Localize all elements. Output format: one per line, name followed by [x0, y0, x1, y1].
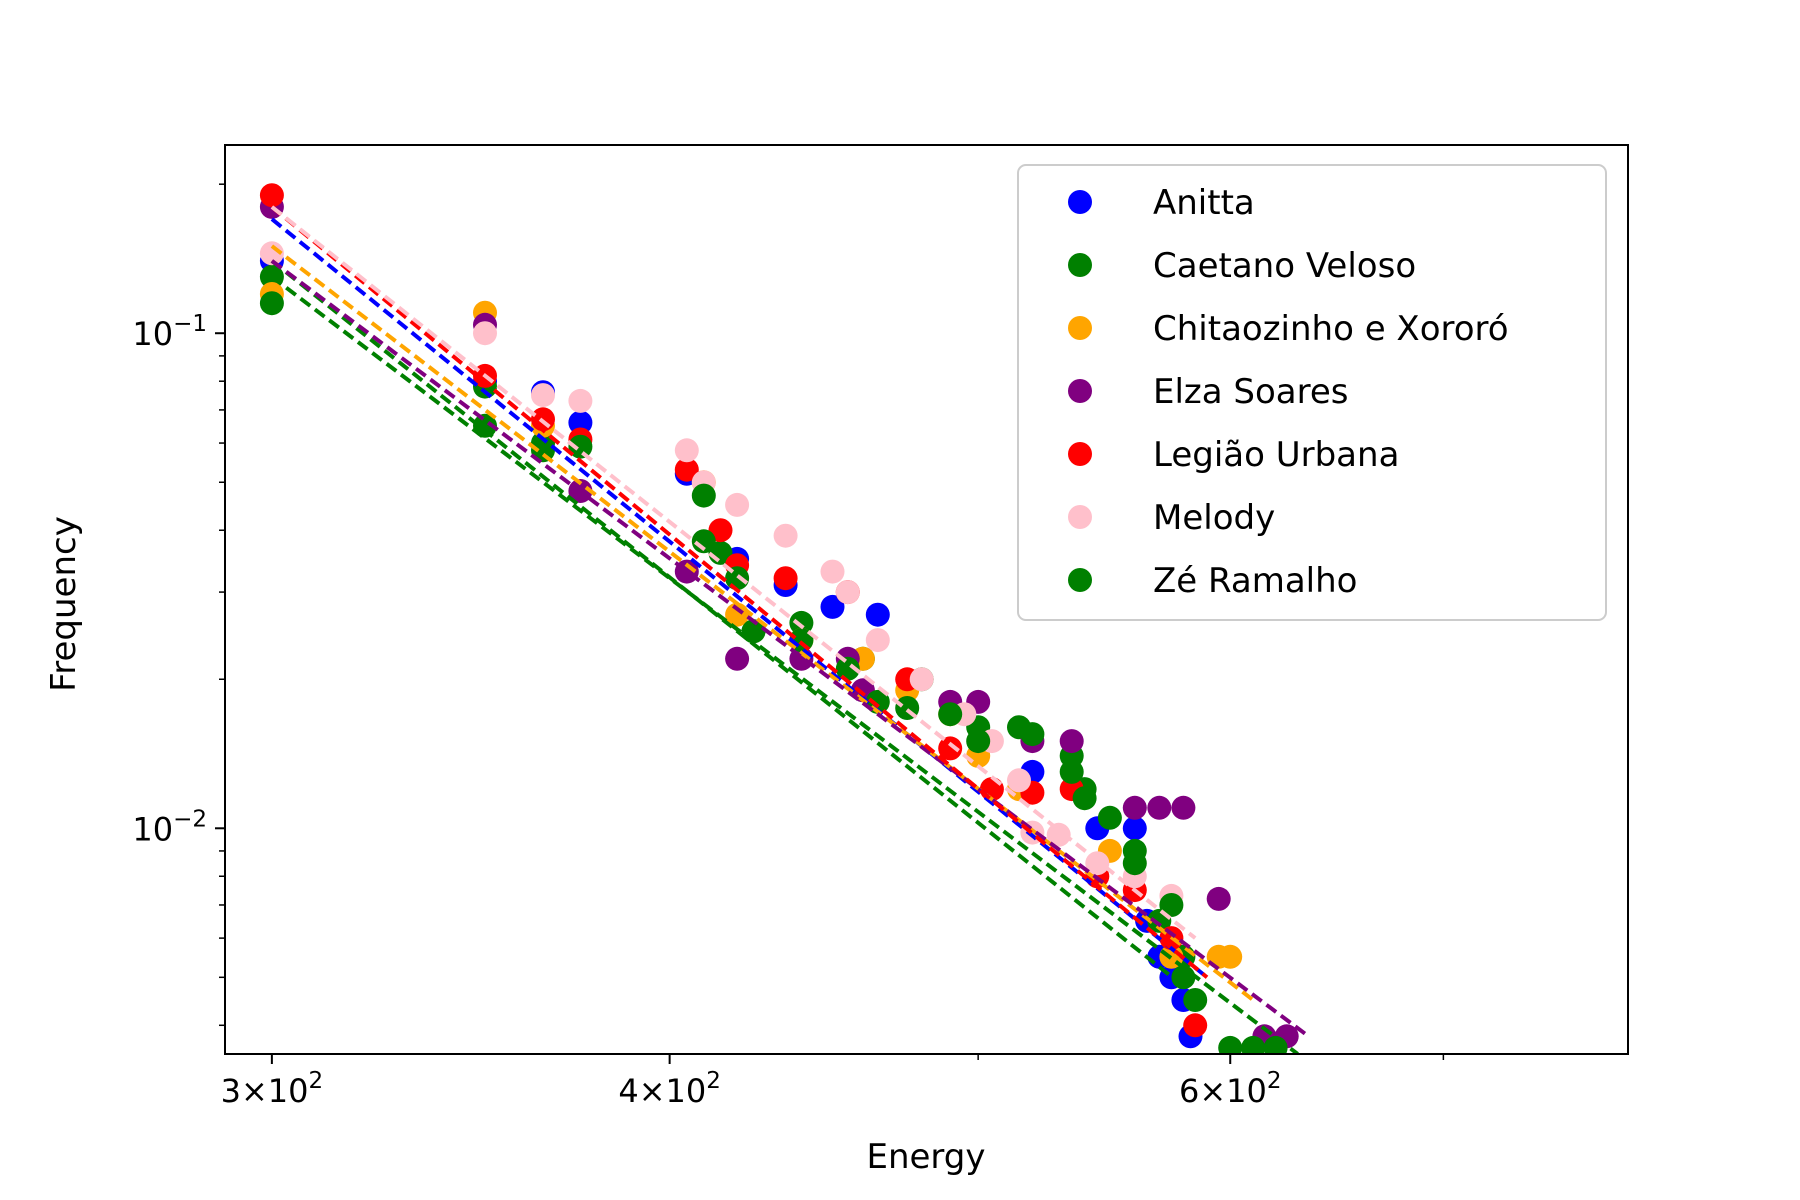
data-point	[1122, 816, 1147, 841]
legend-label: Melody	[1153, 498, 1275, 538]
legend-marker	[1068, 316, 1092, 340]
data-point	[691, 483, 716, 508]
legend-item: Chitaozinho e Xororó	[1068, 309, 1509, 349]
legend-item: Caetano Veloso	[1068, 246, 1416, 286]
legend-item: Melody	[1068, 498, 1275, 538]
data-point	[1122, 851, 1147, 876]
data-point	[1020, 722, 1045, 747]
data-point	[531, 438, 555, 463]
legend-label: Caetano Veloso	[1153, 246, 1416, 286]
data-point	[1183, 988, 1208, 1012]
fit-line	[270, 217, 1209, 979]
data-point	[259, 291, 284, 316]
data-point	[691, 529, 716, 554]
data-point	[1183, 1013, 1208, 1038]
data-point	[1171, 795, 1196, 820]
legend-label: Zé Ramalho	[1153, 561, 1357, 601]
data-point	[909, 667, 934, 692]
fit-line	[270, 259, 1185, 988]
legend-box	[1017, 164, 1607, 621]
data-point	[773, 566, 798, 591]
data-point	[1206, 886, 1231, 911]
data-point	[820, 594, 845, 619]
data-point	[938, 736, 963, 761]
data-point	[1059, 729, 1084, 754]
data-point	[1072, 786, 1097, 811]
data-point	[1122, 795, 1147, 820]
plot-area	[259, 183, 1310, 1054]
x-tick-label: 4×102	[618, 1068, 721, 1110]
data-point	[1007, 768, 1031, 793]
x-axis-label: Energy	[866, 1137, 985, 1177]
data-point	[1147, 795, 1172, 820]
data-point	[725, 492, 750, 517]
legend-marker	[1068, 379, 1092, 403]
data-point	[1046, 822, 1071, 847]
legend-label: Legião Urbana	[1153, 435, 1399, 475]
data-point	[773, 523, 798, 548]
data-point	[865, 602, 890, 627]
data-point	[259, 241, 284, 266]
legend-marker	[1068, 568, 1092, 592]
data-point	[1159, 893, 1184, 917]
data-point	[1218, 944, 1243, 969]
data-point	[725, 646, 750, 671]
fit-line	[270, 205, 1209, 979]
x-tick-label: 6×102	[1179, 1068, 1282, 1110]
data-point	[820, 559, 845, 584]
plot-frame	[224, 144, 1629, 1055]
data-point	[568, 434, 593, 459]
data-point	[674, 457, 699, 482]
data-point	[835, 580, 860, 605]
data-point	[531, 383, 555, 408]
data-point	[865, 628, 890, 653]
data-point	[1097, 805, 1122, 830]
legend-marker	[1068, 190, 1092, 214]
data-point	[1218, 1035, 1243, 1054]
fit-line	[270, 275, 1299, 1054]
data-point	[568, 410, 593, 435]
legend-marker	[1068, 505, 1092, 529]
data-point	[789, 610, 814, 635]
legend-marker	[1068, 442, 1092, 466]
data-point	[938, 702, 963, 727]
y-axis-label: Frequency	[44, 516, 84, 692]
data-point	[473, 321, 497, 346]
legend-item: Anitta	[1068, 183, 1255, 223]
fit-line	[270, 244, 1255, 1002]
series-5	[259, 241, 1184, 908]
legend-item: Legião Urbana	[1068, 435, 1399, 475]
legend-label: Anitta	[1153, 183, 1255, 223]
data-point	[674, 438, 699, 463]
data-point	[1241, 1035, 1266, 1054]
data-point	[259, 183, 284, 208]
data-point	[568, 388, 593, 413]
data-point	[835, 656, 860, 681]
legend-label: Chitaozinho e Xororó	[1153, 309, 1509, 349]
legend-entries: Anitta Caetano Veloso Chitaozinho e Xororó…	[1068, 183, 1509, 601]
x-tick-label: 3×102	[221, 1068, 324, 1110]
legend-label: Elza Soares	[1153, 372, 1349, 412]
fit-line	[270, 205, 1197, 940]
legend-marker	[1068, 253, 1092, 277]
legend-item: Elza Soares	[1068, 372, 1349, 412]
legend-item: Zé Ramalho	[1068, 561, 1357, 601]
data-point	[966, 729, 991, 754]
legend: Anitta Caetano Veloso Chitaozinho e Xororó…	[1017, 164, 1607, 621]
data-point	[1059, 759, 1084, 784]
